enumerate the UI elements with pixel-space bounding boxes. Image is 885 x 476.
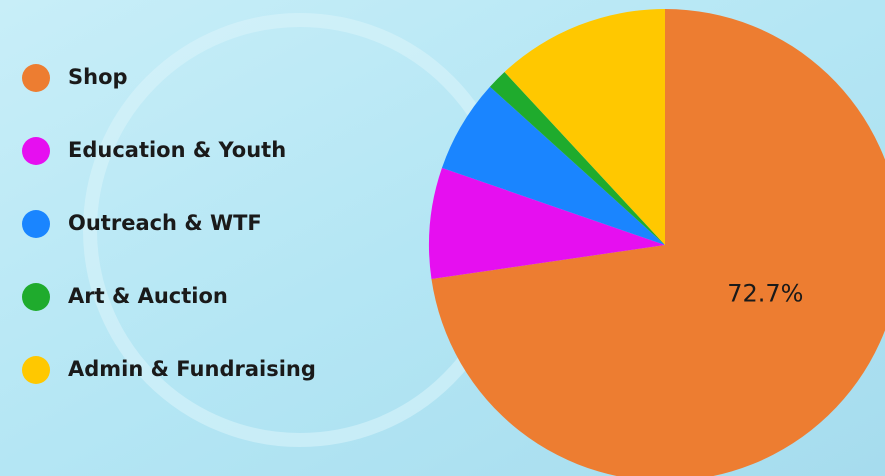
pie: 72.7%	[429, 9, 885, 476]
legend-marker	[22, 283, 50, 311]
pie-slice	[429, 167, 665, 279]
pie-slice	[441, 86, 665, 245]
legend-label: Admin & Fundraising	[68, 357, 316, 381]
legend-label: Shop	[68, 65, 128, 89]
legend-label: Outreach & WTF	[68, 211, 262, 235]
legend-label: Education & Youth	[68, 138, 286, 162]
legend-marker	[22, 356, 50, 384]
legend-marker	[22, 137, 50, 165]
value-label: 72.7%	[727, 279, 803, 307]
pie-slice	[504, 9, 665, 245]
legend-label: Art & Auction	[68, 284, 228, 308]
pie-slice	[489, 71, 665, 245]
legend-marker	[22, 64, 50, 92]
legend: Shop Education & Youth Outreach & WTF Art &…	[22, 64, 316, 384]
legend-marker	[22, 210, 50, 238]
pie-slice	[431, 9, 885, 476]
